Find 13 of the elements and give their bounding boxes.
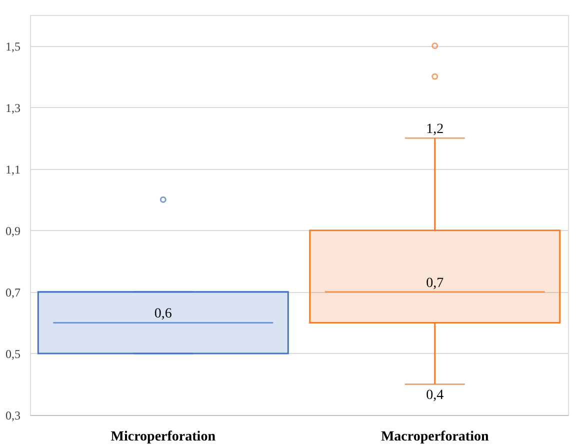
y-tick-label: 1,5 <box>6 39 20 54</box>
y-tick-label: 0,5 <box>6 346 20 361</box>
annotation: 1,2 <box>426 122 444 138</box>
annotation: 0,4 <box>426 388 444 404</box>
annotation: 0,6 <box>154 306 172 322</box>
y-tick-label: 0,7 <box>6 285 20 300</box>
y-tick-label: 1,3 <box>6 100 20 115</box>
x-tick-label: Microperforation <box>110 430 216 444</box>
y-tick-label: 1,1 <box>6 162 20 176</box>
x-tick-label: Macroperforation <box>380 430 489 444</box>
annotation: 0,7 <box>426 276 444 291</box>
y-tick-label: 0,3 <box>6 408 20 422</box>
y-tick-label: 0,9 <box>6 224 20 238</box>
